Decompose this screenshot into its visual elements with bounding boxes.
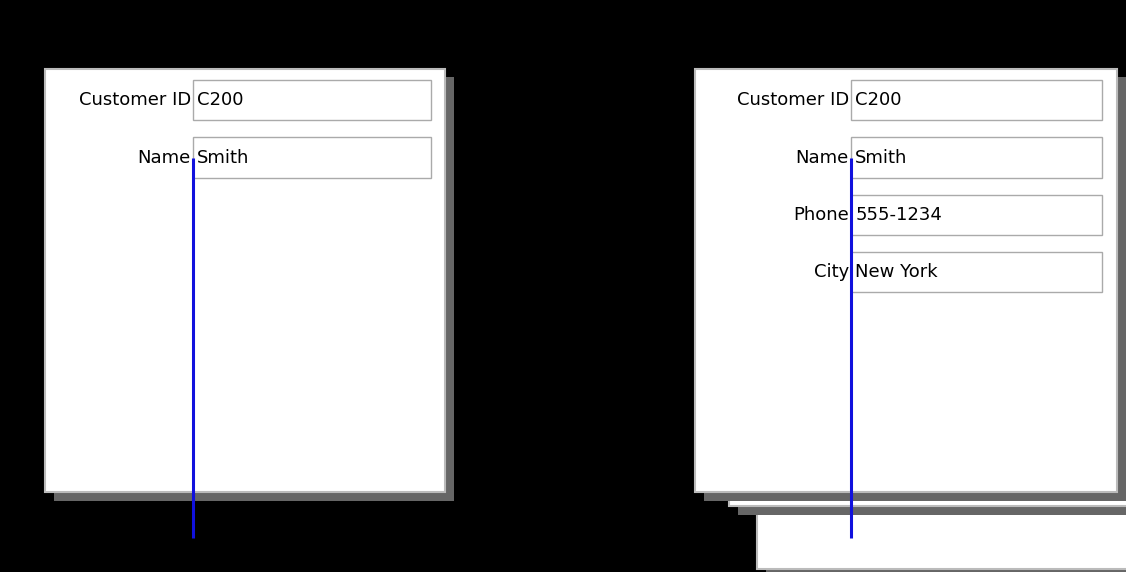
Bar [876,200,1115,230]
Bar [766,263,1126,572]
Text: New York: New York [856,263,938,281]
Text: Tang: Tang [881,249,922,267]
Text: Smith: Smith [856,149,908,166]
Text: Customer ID: Customer ID [762,206,875,224]
Bar [704,77,1126,500]
Text: Name: Name [821,249,875,267]
Text: Customer ID: Customer ID [736,92,849,109]
Bar [45,69,445,492]
Text: Alvarez: Alvarez [909,312,975,329]
Bar [876,243,1115,273]
Bar [904,305,1126,336]
Bar [851,194,1102,235]
Bar [738,200,1126,515]
Bar [193,137,431,178]
Text: Name: Name [137,149,191,166]
Bar [193,80,431,121]
Text: 555-1234: 555-1234 [856,206,942,224]
Bar [54,77,454,500]
Text: Name: Name [796,149,849,166]
Bar [904,263,1126,293]
Text: City: City [814,263,849,281]
Text: Phone: Phone [793,206,849,224]
Text: Smith: Smith [197,149,249,166]
Text: C235: C235 [909,269,956,287]
Bar [851,252,1102,292]
Bar [695,69,1117,492]
Text: Customer ID: Customer ID [790,269,903,287]
Text: C100: C100 [881,206,927,224]
Text: C200: C200 [197,92,243,109]
Bar [851,137,1102,178]
Text: Name: Name [849,312,903,329]
Text: Customer ID: Customer ID [79,92,191,109]
Bar [729,192,1126,506]
Bar [851,80,1102,121]
Bar [757,255,1126,569]
Text: C200: C200 [856,92,902,109]
